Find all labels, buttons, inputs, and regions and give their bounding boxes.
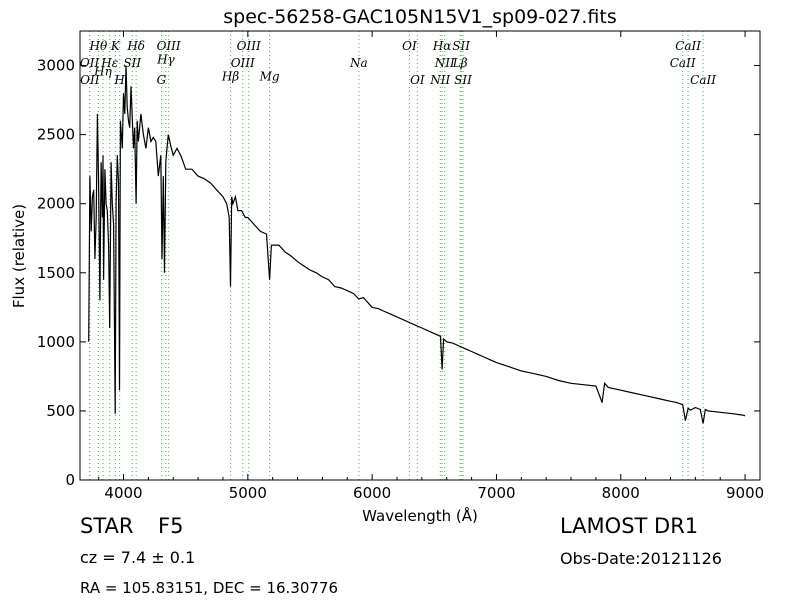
y-tick-label: 3000 [37,57,75,75]
y-tick-label: 1500 [37,264,75,282]
plot-frame [79,30,761,481]
survey-name: LAMOST DR1 [560,514,699,538]
obs-date: Obs-Date:20121126 [560,549,722,568]
line-marker-label: Na [349,56,368,70]
line-marker-label: OI [402,39,417,53]
x-tick-label: 7000 [477,484,515,502]
line-marker-label: CaII [670,56,696,70]
object-class: STAR [80,514,134,538]
chart-title: spec-56258-GAC105N15V1_sp09-027.fits [223,6,616,28]
line-marker-label: OI [410,73,425,87]
line-marker-label: OII [80,73,100,87]
line-marker-label: K [110,39,121,53]
line-marker-label: Hγ [156,53,175,67]
line-marker-label: SII [123,56,141,70]
line-marker-label: SII [454,73,472,87]
line-marker-label: Hδ [126,39,145,53]
line-marker-label: Hη [93,65,112,79]
spectrum-line-0 [88,65,746,424]
line-marker-label: Hε [100,56,118,70]
y-tick-label: 500 [46,402,75,420]
line-marker-label: Mg [259,70,280,84]
line-marker-label: H [113,73,125,87]
line-marker-label: G [157,73,167,87]
x-tick-label: 8000 [602,484,640,502]
axes: 4000 5000 6000 7000 8000 9000 0 500 1000 1500 2000… [37,30,764,502]
x-tick-label: 4000 [104,484,142,502]
coordinates: RA = 105.83151, DEC = 16.30776 [80,579,339,597]
line-marker-label: Lβ [452,56,468,70]
line-marker-label: Hθ [89,39,108,53]
line-marker-label: SII [452,39,470,53]
x-axis-label: Wavelength (Å) [362,506,478,525]
y-tick-label: 2000 [37,195,75,213]
object-subclass: F5 [158,514,184,538]
y-tick-label: 2500 [37,126,75,144]
plot-area [88,65,746,424]
y-axis-label: Flux (relative) [10,204,28,308]
line-marker-label: NII [429,73,450,87]
line-marker-label: NII [434,56,455,70]
y-tick-label: 1000 [37,333,75,351]
line-marker-label: OIII [237,39,261,53]
x-tick-label: 6000 [353,484,391,502]
line-marker-label: CaII [675,39,701,53]
line-marker-label: OIII [157,39,181,53]
line-marker-label: CaII [690,73,716,87]
x-tick-label: 9000 [726,484,764,502]
line-marker-label: Hα [432,39,452,53]
x-tick-label: 5000 [229,484,267,502]
redshift-text: cz = 7.4 ± 0.1 [80,548,196,567]
y-tick-label: 0 [65,471,75,489]
line-marker-label: OIII [231,56,255,70]
line-marker-label: Hβ [221,70,239,84]
